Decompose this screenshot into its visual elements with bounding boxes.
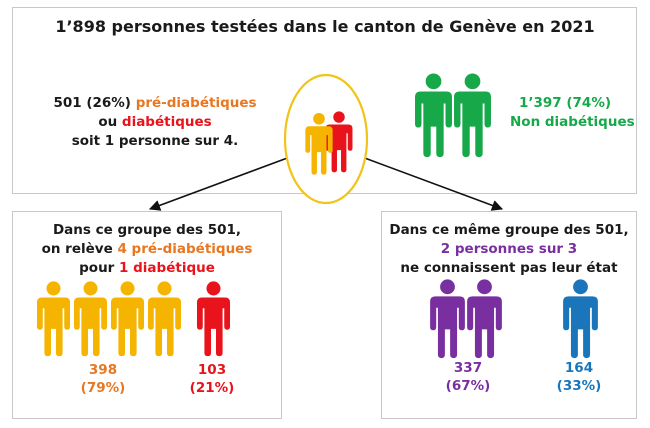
or-label: ou <box>98 114 118 130</box>
left-box-text: Dans ce groupe des 501, on relève 4 pré-… <box>12 221 282 278</box>
diabetic-label: diabétiques <box>121 114 212 130</box>
left-box-line3-prefix: pour <box>79 260 115 276</box>
page-title: 1’898 personnes testées dans le canton d… <box>55 17 595 36</box>
summary-text: 501 (26%) pré-diabétiques ou diabétiques… <box>50 94 260 151</box>
person-non-diabetic-icon <box>415 73 452 158</box>
person-diabetic-icon <box>196 281 231 357</box>
aware-count: 164 (33%) <box>556 360 602 394</box>
person-aware-icon <box>563 279 598 359</box>
non-diabetic-text: 1’397 (74%) Non diabétiques <box>510 94 635 132</box>
diabetic-count: 103 (21%) <box>189 362 235 396</box>
non-diabetic-label: Non diabétiques <box>510 114 635 130</box>
right-box-line3: ne connaissent pas leur état <box>400 260 618 276</box>
person-unaware-icon <box>467 279 502 359</box>
arrow-right <box>361 156 504 211</box>
person-prediabetic-icon <box>36 281 71 357</box>
left-box-line3-highlight: 1 diabétique <box>119 260 215 276</box>
person-prediabetic-icon <box>147 281 182 357</box>
prediabetic-label: pré-diabétiques <box>135 95 257 111</box>
right-box-line1: Dans ce même groupe des 501, <box>389 222 629 238</box>
left-box-line1: Dans ce groupe des 501, <box>52 222 242 238</box>
left-box-line2-prefix: on relève <box>41 241 113 257</box>
summary-count: 501 (26%) <box>53 95 131 111</box>
person-prediabetic-icon <box>73 281 108 357</box>
prediabetic-count: 398 (79%) <box>80 362 126 396</box>
right-box-text: Dans ce même groupe des 501, 2 personnes… <box>381 221 637 278</box>
right-box-line2: 2 personnes sur 3 <box>440 241 578 257</box>
left-box-line2-highlight: 4 pré-diabétiques <box>117 241 253 257</box>
person-prediabetic-icon <box>110 281 145 357</box>
arrow-left <box>148 156 291 211</box>
ratio-text: soit 1 personne sur 4. <box>71 133 239 149</box>
non-diabetic-count: 1’397 (74%) <box>518 95 612 111</box>
person-non-diabetic-icon <box>454 73 491 158</box>
person-unaware-icon <box>430 279 465 359</box>
unaware-count: 337 (67%) <box>445 360 491 394</box>
